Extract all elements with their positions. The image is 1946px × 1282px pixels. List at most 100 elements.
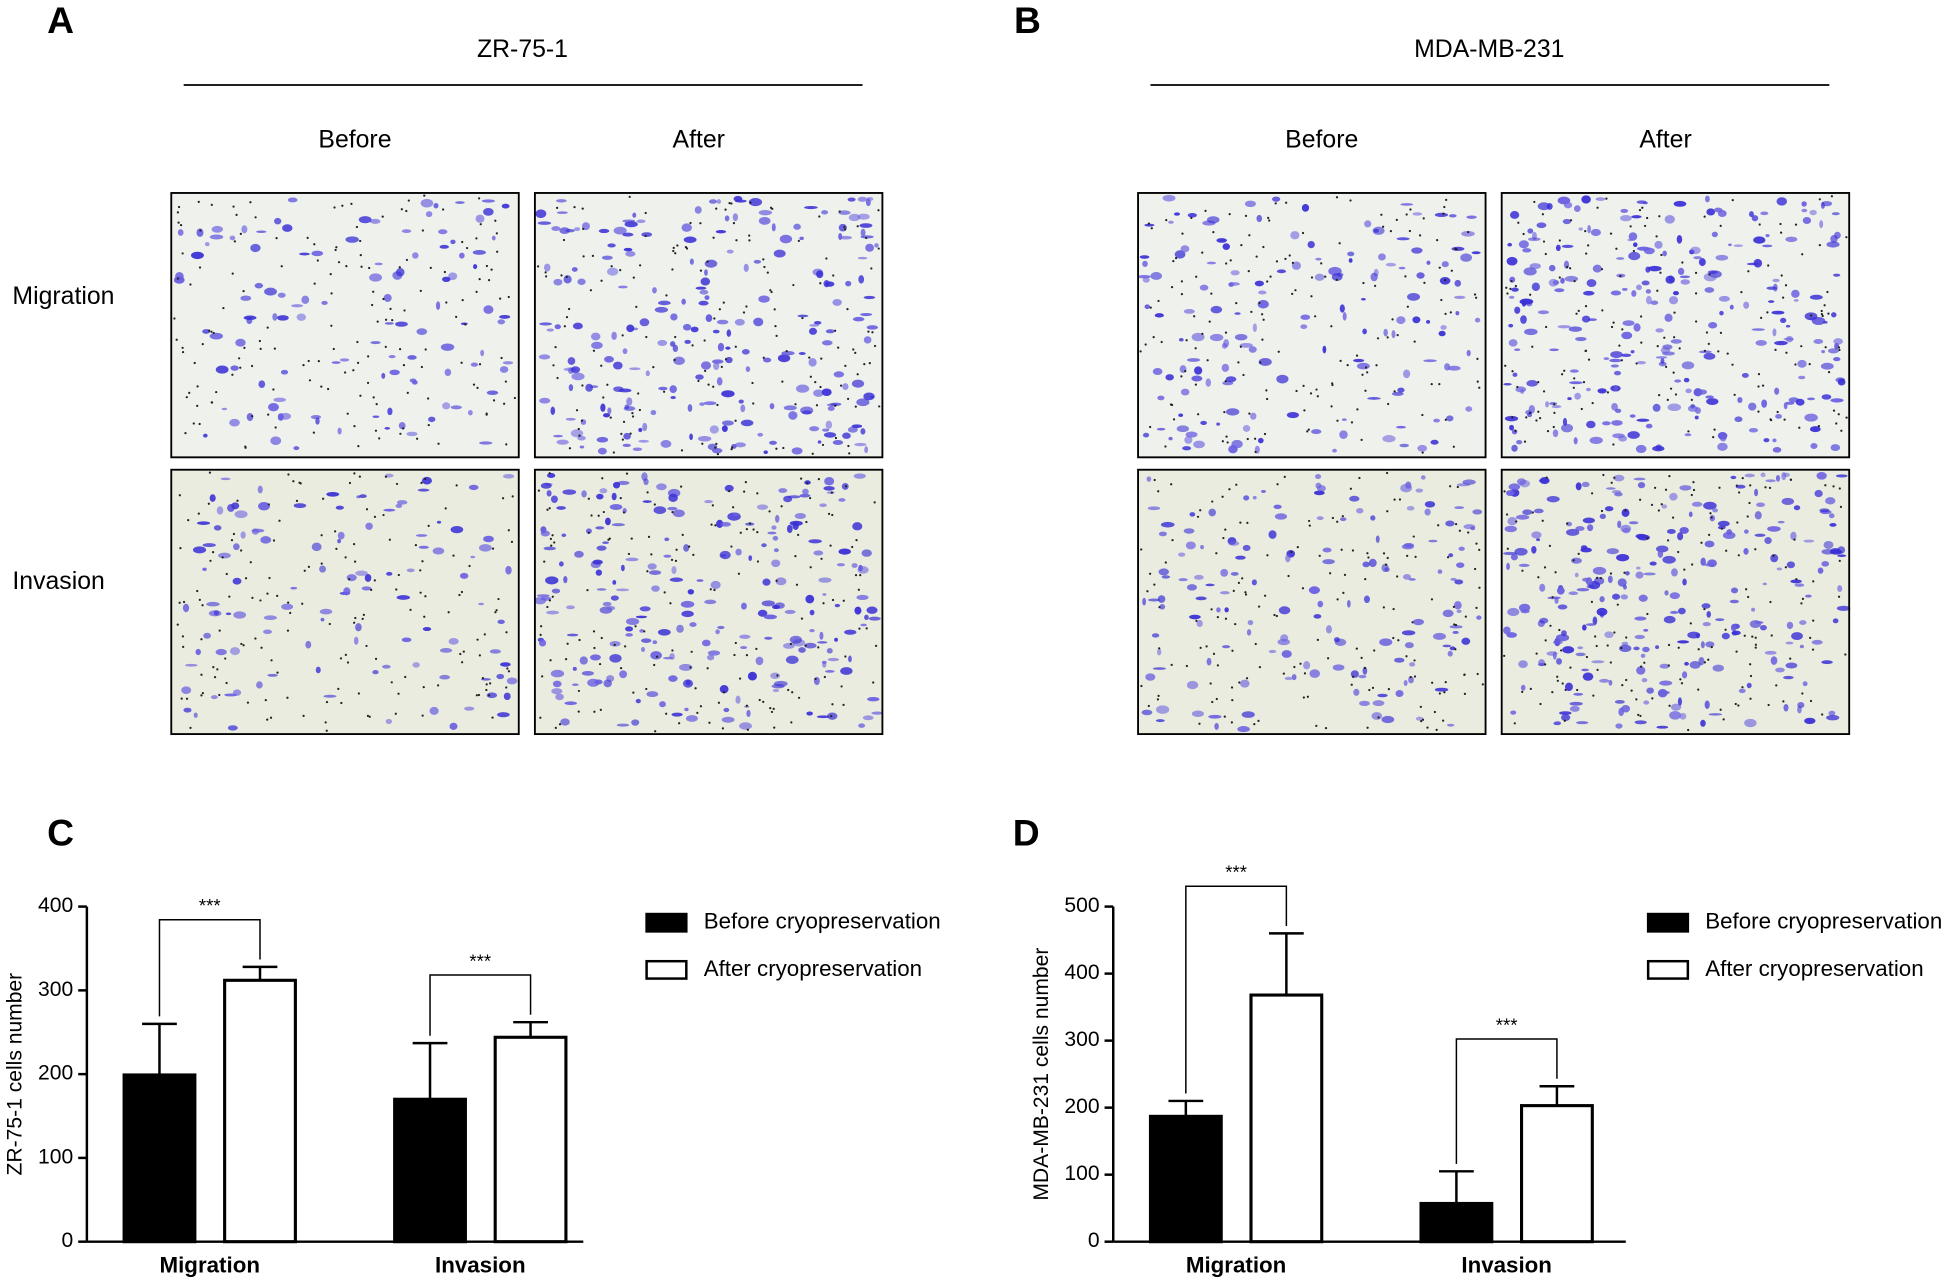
membrane-pore	[506, 667, 509, 670]
stained-cell	[1174, 250, 1186, 259]
stained-cell	[1665, 275, 1675, 284]
membrane-pore	[1735, 650, 1738, 653]
stained-cell	[406, 431, 418, 437]
stained-cell	[1603, 357, 1610, 361]
stained-cell	[1146, 476, 1152, 482]
membrane-pore	[200, 694, 203, 697]
stained-cell	[558, 561, 564, 567]
membrane-pore	[1535, 419, 1538, 422]
stained-cell	[280, 369, 289, 375]
membrane-pore	[267, 413, 270, 416]
stained-cell	[734, 199, 747, 203]
stained-cell	[1753, 258, 1763, 268]
membrane-pore	[228, 595, 231, 598]
membrane-pore	[732, 506, 735, 509]
stained-cell	[1831, 212, 1840, 216]
stained-cell	[839, 235, 853, 240]
stained-cell	[1268, 649, 1277, 654]
stained-cell	[1721, 632, 1730, 640]
stained-cell	[497, 712, 510, 718]
stained-cell	[1728, 243, 1732, 247]
legend-swatch	[1646, 912, 1690, 933]
membrane-pore	[581, 384, 584, 387]
membrane-pore	[665, 712, 668, 715]
membrane-pore	[806, 482, 809, 485]
membrane-pore	[1708, 273, 1711, 276]
stained-cell	[355, 623, 362, 632]
stained-cell	[602, 413, 611, 418]
membrane-pore	[334, 248, 337, 252]
membrane-pore	[1697, 688, 1700, 691]
stained-cell	[335, 505, 344, 510]
membrane-pore	[332, 347, 335, 351]
membrane-pore	[1201, 332, 1204, 336]
stained-cell	[442, 402, 451, 410]
stained-cell	[792, 521, 799, 530]
stained-cell	[483, 208, 494, 216]
membrane-pore	[1800, 602, 1803, 605]
stained-cell	[277, 315, 289, 321]
stained-cell	[1621, 508, 1630, 517]
stained-cell	[1362, 328, 1367, 335]
stained-cell	[1370, 515, 1376, 521]
stained-cell	[793, 223, 801, 230]
membrane-pore	[548, 507, 551, 510]
stained-cell	[1562, 218, 1572, 225]
membrane-pore	[1404, 275, 1407, 278]
stained-cell	[1703, 352, 1716, 360]
membrane-pore	[1551, 596, 1554, 599]
stained-cell	[287, 197, 298, 203]
membrane-pore	[1285, 201, 1288, 204]
membrane-pore	[1157, 490, 1160, 493]
membrane-pore	[1592, 694, 1595, 697]
stained-cell	[1221, 342, 1228, 349]
stained-cell	[857, 566, 869, 574]
stained-cell	[673, 356, 685, 365]
stained-cell	[704, 259, 718, 268]
membrane-pore	[1389, 229, 1393, 233]
stained-cell	[1225, 376, 1237, 383]
stained-cell	[865, 198, 871, 207]
membrane-pore	[419, 289, 422, 292]
membrane-pore	[359, 253, 362, 257]
stained-cell	[712, 329, 720, 334]
stained-cell	[1208, 714, 1222, 719]
stained-cell	[1142, 260, 1148, 267]
stained-cell	[864, 614, 869, 621]
stained-cell	[651, 585, 660, 592]
stained-cell	[233, 611, 247, 619]
stained-cell	[1719, 433, 1727, 442]
membrane-pore	[1443, 205, 1446, 209]
membrane-pore	[1521, 690, 1524, 694]
membrane-pore	[1296, 546, 1299, 549]
stained-cell	[824, 477, 835, 486]
stained-cell	[596, 493, 604, 500]
stained-cell	[1243, 495, 1250, 501]
stained-cell	[747, 671, 757, 681]
stained-cell	[1677, 640, 1690, 644]
membrane-pore	[436, 684, 440, 687]
membrane-pore	[367, 355, 370, 358]
membrane-pore	[1668, 704, 1671, 707]
stained-cell	[1230, 571, 1239, 576]
membrane-pore	[1735, 484, 1738, 487]
stained-cell	[596, 588, 607, 591]
stained-cell	[1617, 520, 1622, 529]
stained-cell	[1448, 553, 1454, 558]
membrane-pore	[423, 615, 426, 618]
membrane-pore	[1703, 349, 1707, 352]
membrane-pore	[422, 686, 425, 689]
stained-cell	[681, 223, 692, 232]
membrane-pore	[674, 252, 677, 255]
membrane-pore	[1293, 665, 1296, 669]
membrane-pore	[188, 391, 191, 394]
stained-cell	[1519, 298, 1534, 305]
membrane-pore	[838, 210, 841, 213]
stained-cell	[816, 715, 830, 719]
stained-cell	[337, 538, 342, 544]
membrane-pore	[1671, 516, 1675, 519]
membrane-pore	[325, 700, 329, 704]
membrane-pore	[502, 402, 506, 405]
stained-cell	[1342, 312, 1347, 321]
membrane-pore	[544, 271, 547, 274]
